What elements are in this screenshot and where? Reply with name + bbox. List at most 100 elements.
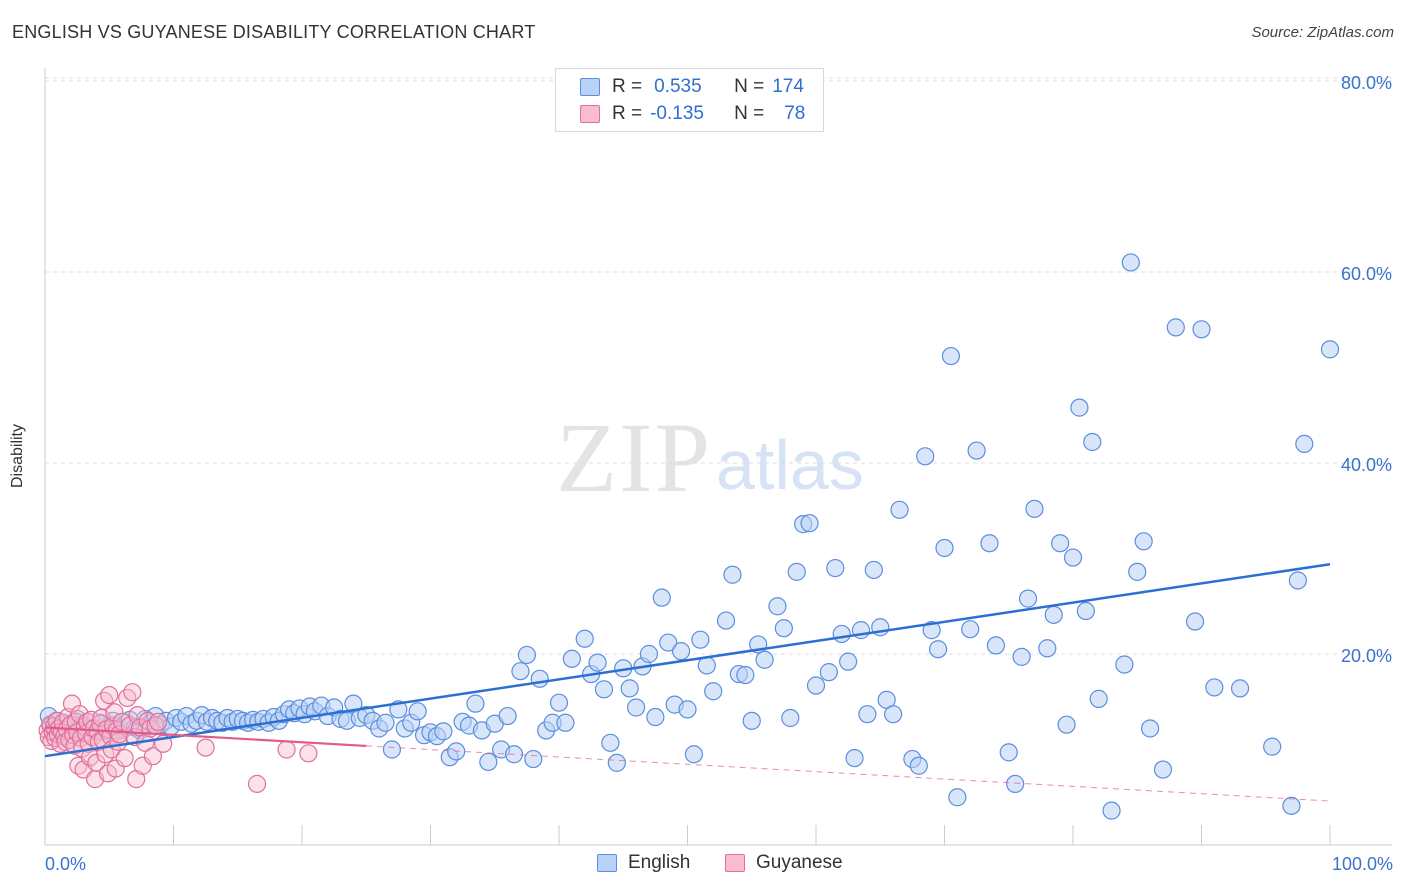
y-tick-label: 80.0%	[1341, 73, 1392, 93]
english-point	[639, 644, 659, 664]
english-point	[1263, 737, 1282, 756]
english-point	[922, 621, 941, 640]
english-point	[742, 711, 761, 730]
guyanese-point	[196, 738, 215, 757]
tick-labels: 20.0% 40.0% 60.0% 80.0% 0.0% 100.0%	[45, 73, 1393, 874]
english-point	[781, 708, 800, 728]
english-point	[594, 680, 614, 699]
english-n-value: 174	[772, 76, 804, 97]
series-legend: English Guyanese	[0, 852, 1406, 878]
english-point	[1089, 689, 1108, 708]
english-point	[967, 441, 986, 460]
english-swatch	[580, 78, 600, 96]
english-point	[800, 514, 819, 533]
english-point	[607, 753, 626, 772]
english-point	[890, 500, 909, 519]
guyanese-trend-line	[44, 726, 367, 748]
english-point	[382, 740, 402, 759]
guyanese-point	[299, 744, 318, 763]
english-point	[806, 676, 826, 695]
guyanese-n-label: N =	[734, 103, 765, 124]
english-point	[517, 645, 536, 665]
english-points	[39, 253, 1340, 820]
english-point	[671, 642, 691, 661]
english-point	[1115, 655, 1134, 674]
guyanese-point	[95, 691, 114, 710]
guyanese-r-label: R =	[612, 103, 643, 124]
english-point	[1121, 253, 1140, 272]
english-point	[928, 640, 948, 659]
y-tick-label: 40.0%	[1341, 455, 1392, 475]
english-point	[845, 748, 864, 768]
watermark-atlas: atlas	[716, 426, 864, 504]
english-point	[961, 620, 980, 639]
english-point	[787, 562, 806, 581]
english-point	[556, 713, 575, 732]
english-point	[986, 636, 1006, 655]
legend-item-guyanese[interactable]: Guyanese	[725, 852, 843, 874]
guyanese-legend-swatch	[725, 854, 745, 872]
english-point	[652, 588, 671, 607]
english-point	[1185, 612, 1205, 631]
english-point	[1006, 774, 1025, 793]
english-point	[1102, 801, 1121, 820]
english-point	[755, 650, 774, 669]
guyanese-point	[148, 712, 168, 731]
english-point	[1288, 571, 1307, 590]
english-point	[549, 693, 569, 712]
english-point	[620, 679, 639, 698]
source-credit: Source: ZipAtlas.com	[1251, 24, 1394, 41]
english-point	[1044, 605, 1063, 624]
english-legend-label: English	[628, 852, 691, 873]
english-point	[575, 629, 594, 648]
english-point	[466, 694, 485, 713]
english-point	[626, 698, 646, 717]
english-point	[678, 700, 697, 719]
guyanese-point	[118, 688, 137, 708]
guyanese-r-value: -0.135	[650, 103, 704, 124]
english-point	[935, 538, 954, 558]
legend-item-english[interactable]: English	[597, 852, 690, 874]
guyanese-point	[106, 759, 125, 778]
x-tick-label-min: 0.0%	[45, 854, 86, 874]
english-point	[646, 707, 665, 727]
english-point	[774, 619, 793, 638]
english-point	[1076, 601, 1095, 621]
english-point	[684, 745, 704, 764]
english-point	[1282, 796, 1301, 815]
guyanese-swatch	[580, 105, 600, 123]
english-point	[601, 733, 620, 752]
english-point	[1025, 499, 1044, 518]
english-point	[999, 743, 1018, 762]
english-point	[768, 597, 787, 616]
watermark-zip: ZIP	[556, 402, 712, 513]
english-point	[909, 756, 928, 775]
english-point	[691, 630, 710, 649]
english-point	[704, 682, 723, 701]
english-point	[826, 558, 845, 578]
english-point	[864, 560, 883, 580]
guyanese-point	[123, 683, 142, 702]
english-point	[1140, 719, 1160, 738]
guyanese-point	[143, 747, 163, 766]
guyanese-point	[115, 748, 134, 768]
english-point	[1295, 434, 1314, 453]
english-point	[498, 706, 517, 726]
guyanese-point	[277, 740, 296, 759]
english-point	[1134, 532, 1153, 551]
english-point	[434, 722, 453, 741]
english-point	[1128, 562, 1147, 581]
english-point	[832, 624, 851, 644]
english-point	[1051, 534, 1070, 553]
trend-lines	[44, 562, 1331, 802]
english-point	[1230, 679, 1250, 698]
english-point	[408, 702, 427, 721]
english-point	[697, 656, 716, 675]
english-point	[980, 534, 999, 553]
english-point	[883, 705, 903, 724]
english-r-label: R =	[612, 76, 643, 97]
guyanese-points	[38, 683, 318, 793]
y-tick-label: 60.0%	[1341, 264, 1392, 284]
legend-row-english: R = 0.535 N = 174	[580, 75, 804, 99]
english-point	[1057, 715, 1076, 734]
